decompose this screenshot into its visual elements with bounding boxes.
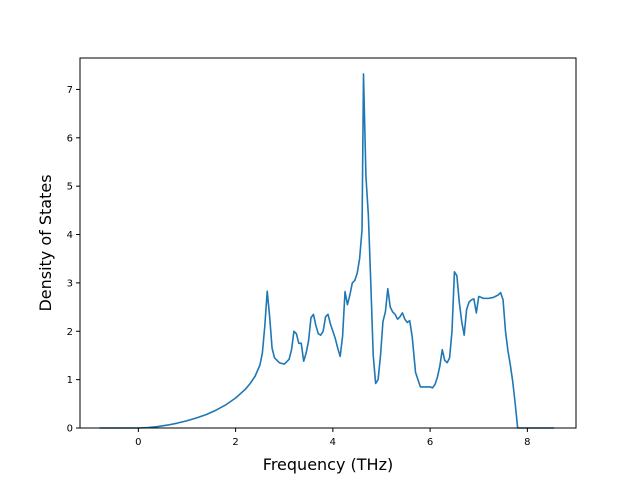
x-tick-label: 4 bbox=[330, 437, 336, 448]
x-axis-ticks: 0 2 4 6 8 bbox=[135, 428, 531, 448]
plot-layer bbox=[99, 73, 555, 429]
y-tick-label: 0 bbox=[67, 424, 73, 435]
y-tick-label: 5 bbox=[67, 182, 73, 193]
plot-frame bbox=[79, 57, 577, 429]
x-tick-label: 2 bbox=[232, 437, 238, 448]
y-tick-label: 4 bbox=[67, 230, 73, 241]
y-tick-label: 3 bbox=[67, 278, 73, 289]
dos-line bbox=[99, 73, 555, 429]
x-axis-label: Frequency (THz) bbox=[263, 455, 393, 474]
x-tick-label: 6 bbox=[427, 437, 433, 448]
y-tick-label: 6 bbox=[67, 133, 73, 144]
y-axis-ticks: 0 1 2 3 4 5 6 7 bbox=[67, 85, 80, 435]
x-tick-label: 8 bbox=[524, 437, 530, 448]
y-axis-label: Density of States bbox=[36, 174, 55, 311]
y-tick-label: 2 bbox=[67, 327, 73, 338]
y-tick-label: 7 bbox=[67, 85, 73, 96]
y-tick-label: 1 bbox=[67, 375, 73, 386]
x-tick-label: 0 bbox=[135, 437, 141, 448]
